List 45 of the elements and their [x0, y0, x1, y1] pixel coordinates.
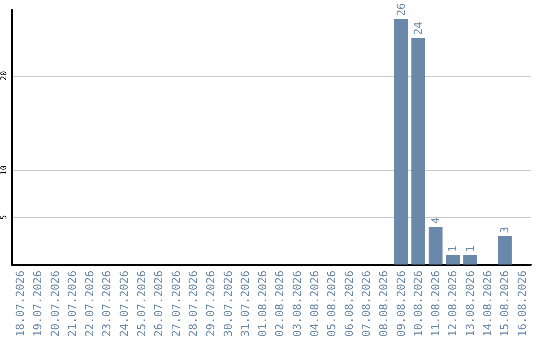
x-tick-label: 14.08.2026: [481, 270, 494, 338]
bar: [498, 236, 512, 265]
bar: [412, 38, 426, 265]
x-tick-label: 19.07.2026: [31, 270, 44, 338]
data-label: 1: [464, 246, 477, 252]
x-tick-label: 11.08.2026: [429, 270, 442, 338]
x-tick-label: 27.07.2026: [170, 270, 183, 338]
x-tick-label: 25.07.2026: [135, 270, 148, 338]
data-label: 1: [446, 246, 460, 252]
x-tick-label: 01.08.2026: [256, 270, 270, 338]
y-tick-label: 20: [0, 71, 8, 81]
x-tick-label: 18.07.2026: [14, 270, 28, 338]
x-tick-label: 05.08.2026: [326, 270, 339, 338]
x-tick-label: 12.08.2026: [446, 270, 460, 338]
x-tick-label: 28.07.2026: [187, 270, 200, 338]
x-tick-label: 30.07.2026: [222, 270, 235, 338]
data-label: 24: [412, 22, 426, 36]
data-label: 4: [429, 217, 442, 224]
x-tick-label: 31.07.2026: [239, 270, 252, 338]
x-tick-label: 02.08.2026: [274, 270, 287, 338]
y-tick-label: 5: [0, 215, 8, 220]
x-tick-label: 08.08.2026: [377, 270, 390, 338]
x-tick-label: 22.07.2026: [83, 270, 96, 338]
bar: [394, 19, 408, 265]
x-tick-label: 03.08.2026: [290, 270, 304, 338]
x-tick-label: 10.08.2026: [412, 270, 426, 338]
x-tick-label: 26.07.2026: [152, 270, 166, 338]
x-tick-label: 07.08.2026: [360, 270, 374, 338]
bar: [446, 255, 460, 265]
bar: [464, 255, 478, 265]
x-tick-label: 09.08.2026: [394, 270, 408, 338]
data-label: 26: [394, 3, 408, 16]
y-tick-label: 10: [0, 165, 8, 176]
x-tick-label: 15.08.2026: [498, 270, 512, 338]
x-tick-label: 16.08.2026: [516, 270, 529, 338]
data-label: 3: [498, 226, 512, 234]
x-tick-label: 20.07.2026: [48, 270, 62, 338]
x-tick-label: 21.07.2026: [66, 270, 80, 338]
x-tick-label: 04.08.2026: [308, 270, 322, 338]
bar: [428, 227, 443, 265]
x-tick-label: 06.08.2026: [342, 270, 356, 338]
x-tick-label: 24.07.2026: [118, 270, 131, 338]
x-tick-label: 29.07.2026: [204, 270, 218, 338]
x-tick-label: 13.08.2026: [464, 270, 477, 338]
x-tick-label: 23.07.2026: [100, 270, 114, 338]
